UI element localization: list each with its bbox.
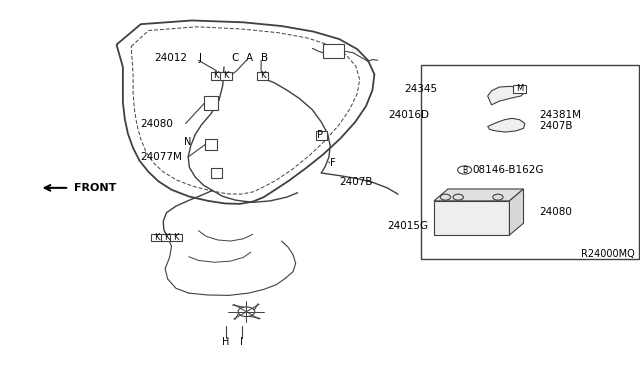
Text: J: J	[198, 54, 202, 63]
Bar	[204, 96, 218, 110]
Text: 24345: 24345	[404, 84, 437, 94]
Polygon shape	[488, 118, 525, 132]
Bar	[316, 131, 327, 140]
Text: K: K	[173, 233, 179, 242]
Bar	[211, 168, 222, 177]
Bar	[434, 201, 509, 235]
Text: H: H	[222, 337, 230, 347]
Text: K: K	[214, 71, 219, 80]
Text: I: I	[241, 337, 243, 347]
Text: 24080: 24080	[539, 207, 572, 217]
Bar	[211, 72, 222, 80]
Text: N: N	[184, 137, 191, 147]
Polygon shape	[488, 86, 525, 105]
Bar	[323, 44, 344, 58]
Text: K: K	[223, 71, 228, 80]
Bar	[257, 72, 268, 80]
Text: C: C	[232, 54, 239, 63]
Text: M: M	[516, 84, 524, 93]
Text: A: A	[246, 54, 253, 63]
Bar	[205, 139, 217, 150]
Polygon shape	[509, 189, 524, 235]
Bar	[151, 234, 163, 241]
Text: 08146-B162G: 08146-B162G	[472, 165, 544, 175]
Bar	[161, 234, 172, 241]
Polygon shape	[434, 189, 524, 201]
Text: 24016D: 24016D	[388, 110, 429, 120]
Text: B: B	[260, 54, 268, 63]
Text: 24077M: 24077M	[141, 152, 182, 162]
Text: K: K	[164, 233, 169, 242]
Text: 24012: 24012	[154, 54, 188, 63]
Text: 2407B: 2407B	[539, 122, 572, 131]
Text: B: B	[462, 166, 467, 174]
Text: K: K	[260, 71, 265, 80]
Text: 24015G: 24015G	[388, 221, 429, 231]
Bar	[170, 234, 182, 241]
Text: K: K	[154, 233, 159, 242]
Text: P: P	[317, 130, 323, 140]
Text: 24381M: 24381M	[539, 110, 581, 119]
Text: F: F	[330, 158, 335, 168]
Text: 2407B: 2407B	[339, 177, 372, 186]
Text: FRONT: FRONT	[74, 183, 116, 193]
Bar	[421, 65, 639, 259]
Text: 24080: 24080	[140, 119, 173, 128]
Bar	[513, 85, 526, 93]
Text: R24000MQ: R24000MQ	[581, 249, 635, 259]
Bar	[220, 72, 232, 80]
